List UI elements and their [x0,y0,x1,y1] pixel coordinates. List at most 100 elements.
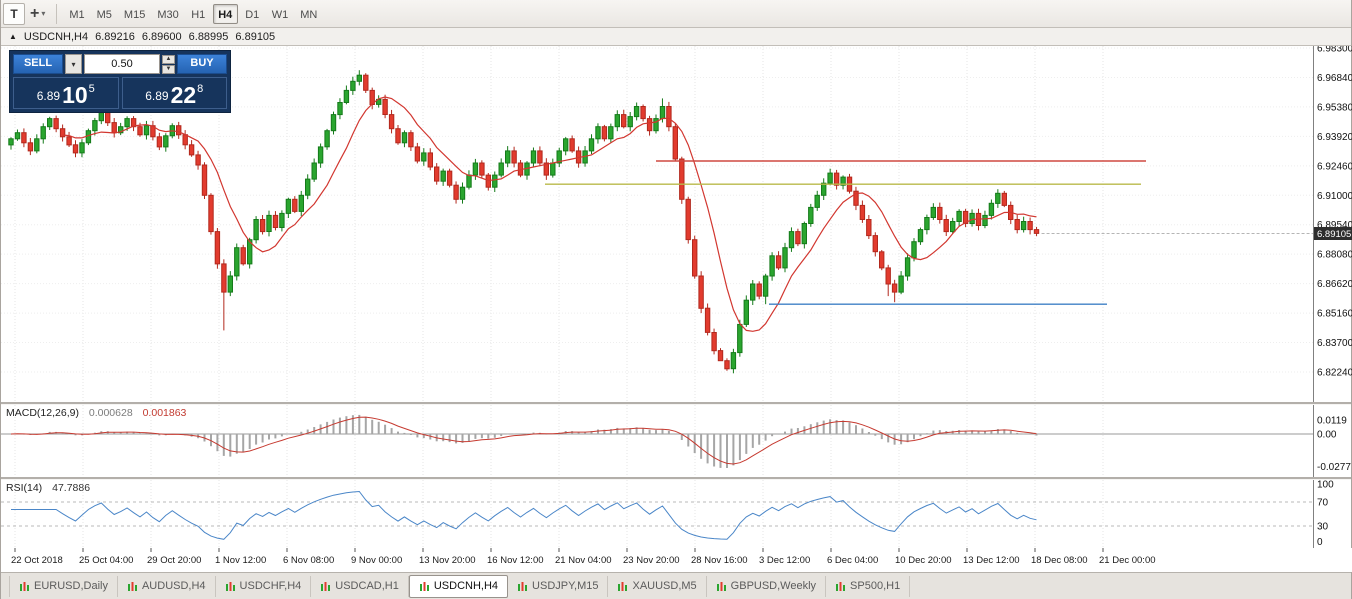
timeframe-button-mn[interactable]: MN [300,8,318,21]
tab-label: XAUUSD,M5 [632,580,697,592]
timeframe-button-m5[interactable]: M5 [96,8,112,21]
symbol-title: USDCNH,H4 [23,30,89,43]
sell-price-small: 6.89 [36,89,61,103]
timeframe-button-w1[interactable]: W1 [271,8,289,21]
svg-text:6.88080: 6.88080 [1317,250,1352,261]
svg-text:21 Dec 00:00: 21 Dec 00:00 [1099,555,1156,566]
mini-chart-icon [835,581,846,592]
chevron-down-icon: ▾ [41,9,46,18]
buy-price-big: 22 [170,82,197,108]
tab-label: GBPUSD,Weekly [730,580,817,592]
svg-text:0.0119: 0.0119 [1317,416,1347,427]
crosshair-tool-button[interactable]: + ▾ [26,3,49,25]
chart-grid [1,46,1313,402]
mini-chart-icon [320,581,331,592]
time-ticks [14,548,1104,552]
svg-text:100: 100 [1317,480,1334,491]
buy-button[interactable]: BUY [177,54,227,74]
macd-label: MACD(12,26,9) 0.000628 0.001863 [6,407,186,419]
svg-text:70: 70 [1317,498,1329,509]
chart-tab-bar: EURUSD,Daily AUDUSD,H4 USDCHF,H4 USDCAD,H1 U… [1,572,1351,599]
svg-text:6.93920: 6.93920 [1317,132,1352,143]
svg-text:22 Oct 2018: 22 Oct 2018 [11,555,63,566]
macd-panel[interactable]: 0.0119 0.00 -0.0277 MACD(12,26,9) 0.000628… [1,405,1351,477]
macd-name: MACD(12,26,9) [6,407,79,419]
buy-price-sup: 8 [197,83,204,95]
chart-tab-xauusd[interactable]: XAUUSD,M5 [608,575,707,597]
svg-text:6 Nov 08:00: 6 Nov 08:00 [283,555,334,566]
svg-text:6.91000: 6.91000 [1317,191,1352,202]
moving-average-line[interactable] [62,96,1037,332]
macd-grid [14,405,1104,477]
chart-tab-audusd[interactable]: AUDUSD,H4 [118,575,216,597]
svg-text:16 Nov 12:00: 16 Nov 12:00 [487,555,544,566]
chart-tab-sp500[interactable]: SP500,H1 [826,575,911,597]
mini-chart-icon [716,581,727,592]
time-labels: 22 Oct 2018 25 Oct 04:00 29 Oct 20:00 1 Nov… [11,555,1156,566]
sell-price-big: 10 [62,82,88,108]
svg-text:6.83700: 6.83700 [1317,338,1352,349]
main-chart-panel[interactable]: 6.98300 6.96840 6.95380 6.93920 6.92460 6.910… [1,46,1352,402]
macd-axis[interactable]: 0.0119 0.00 -0.0277 [1317,416,1351,473]
rsi-name: RSI(14) [6,482,43,494]
macd-value-main: 0.000628 [88,407,133,419]
price-axis[interactable]: 6.98300 6.96840 6.95380 6.93920 6.92460 6.910… [1317,46,1352,379]
macd-chart[interactable]: 0.0119 0.00 -0.0277 [1,405,1352,477]
sell-button[interactable]: SELL [13,54,63,74]
timeframe-button-h4[interactable]: H4 [212,3,238,24]
macd-histogram [10,414,1038,468]
svg-text:23 Nov 20:00: 23 Nov 20:00 [623,555,680,566]
volume-dropdown-button[interactable]: ▾ [65,54,82,74]
candlestick-chart[interactable]: 6.98300 6.96840 6.95380 6.93920 6.92460 6.910… [1,46,1352,402]
timeframe-button-m30[interactable]: M30 [157,8,179,21]
svg-text:30: 30 [1317,522,1329,533]
current-price-tag: 6.89105 [1314,227,1352,240]
svg-text:6.96840: 6.96840 [1317,73,1352,84]
timeframe-button-d1[interactable]: D1 [245,8,260,21]
timeframe-button-h1[interactable]: H1 [191,8,206,21]
panel-separator[interactable] [1,402,1351,405]
volume-decrease-button[interactable]: ▼ [162,64,175,74]
volume-input[interactable] [84,54,160,74]
svg-text:6.89540: 6.89540 [1317,220,1352,231]
rsi-panel[interactable]: 100 70 30 0 RSI(14) 47.7886 [1,480,1351,548]
svg-text:1 Nov 12:00: 1 Nov 12:00 [215,555,266,566]
svg-text:25 Oct 04:00: 25 Oct 04:00 [79,555,133,566]
timeframe-button-m1[interactable]: M1 [69,8,85,21]
svg-text:0: 0 [1317,537,1323,548]
collapse-panel-icon[interactable]: ▲ [9,32,17,41]
volume-stepper: ▲ ▼ [162,54,175,74]
rsi-chart[interactable]: 100 70 30 0 [1,480,1352,548]
volume-increase-button[interactable]: ▲ [162,54,175,64]
mini-chart-icon [419,581,430,592]
chart-tab-usdcnh[interactable]: USDCNH,H4 [408,574,509,598]
chevron-down-icon: ▾ [71,59,76,69]
panel-separator[interactable] [1,477,1351,480]
chart-tab-usdchf[interactable]: USDCHF,H4 [216,575,312,597]
time-axis[interactable]: 22 Oct 2018 25 Oct 04:00 29 Oct 20:00 1 Nov… [1,548,1352,572]
svg-text:28 Nov 16:00: 28 Nov 16:00 [691,555,748,566]
toolbar: T + ▾ M1 M5 M15 M30 H1 H4 D1 W1 MN [1,0,1351,28]
svg-text:13 Dec 12:00: 13 Dec 12:00 [963,555,1020,566]
svg-text:6.98300: 6.98300 [1317,46,1352,55]
sell-price[interactable]: 6.89 10 5 [13,77,119,109]
rsi-axis[interactable]: 100 70 30 0 [1317,480,1334,548]
macd-value-signal: 0.001863 [142,407,187,419]
mini-chart-icon [19,581,30,592]
svg-text:6.82240: 6.82240 [1317,368,1352,379]
timeframe-button-m15[interactable]: M15 [123,8,146,21]
chart-tab-usdcad[interactable]: USDCAD,H1 [311,575,409,597]
tab-label: USDCHF,H4 [239,580,302,592]
chart-title-bar: ▲ USDCNH,H4 6.89216 6.89600 6.88995 6.89… [1,28,1351,46]
chart-tab-usdjpy[interactable]: USDJPY,M15 [508,575,609,597]
tab-label: SP500,H1 [850,580,901,592]
svg-text:-0.0277: -0.0277 [1317,462,1351,473]
ohlc-open: 6.89216 [95,30,135,43]
buy-price[interactable]: 6.89 22 8 [121,77,227,109]
mini-chart-icon [517,581,528,592]
macd-signal-line [10,416,1037,465]
chart-tab-gbpusd[interactable]: GBPUSD,Weekly [707,575,827,597]
toolbar-icon-t[interactable]: T [3,2,25,25]
chart-tab-eurusd[interactable]: EURUSD,Daily [9,575,118,597]
